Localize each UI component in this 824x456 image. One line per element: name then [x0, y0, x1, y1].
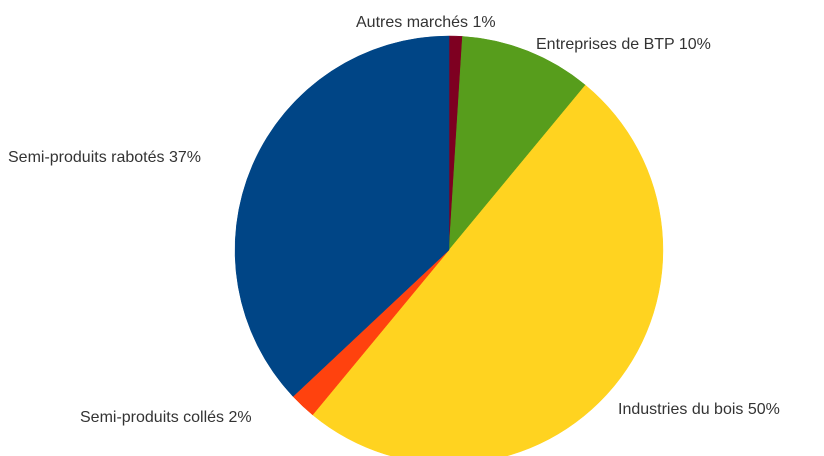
slice-label-entreprises-btp: Entreprises de BTP 10%	[536, 36, 711, 53]
pie-slice-4	[234, 35, 450, 397]
slice-label-semi-produits-rabotes: Semi-produits rabotés 37%	[8, 149, 201, 166]
slice-label-autres-marches: Autres marchés 1%	[356, 14, 496, 31]
slice-label-industries-bois: Industries du bois 50%	[618, 401, 780, 418]
pie-slice-1	[448, 36, 586, 251]
pie-slice-2	[312, 84, 664, 456]
pie-slices	[234, 35, 664, 456]
slice-label-semi-produits-colles: Semi-produits collés 2%	[80, 409, 252, 426]
